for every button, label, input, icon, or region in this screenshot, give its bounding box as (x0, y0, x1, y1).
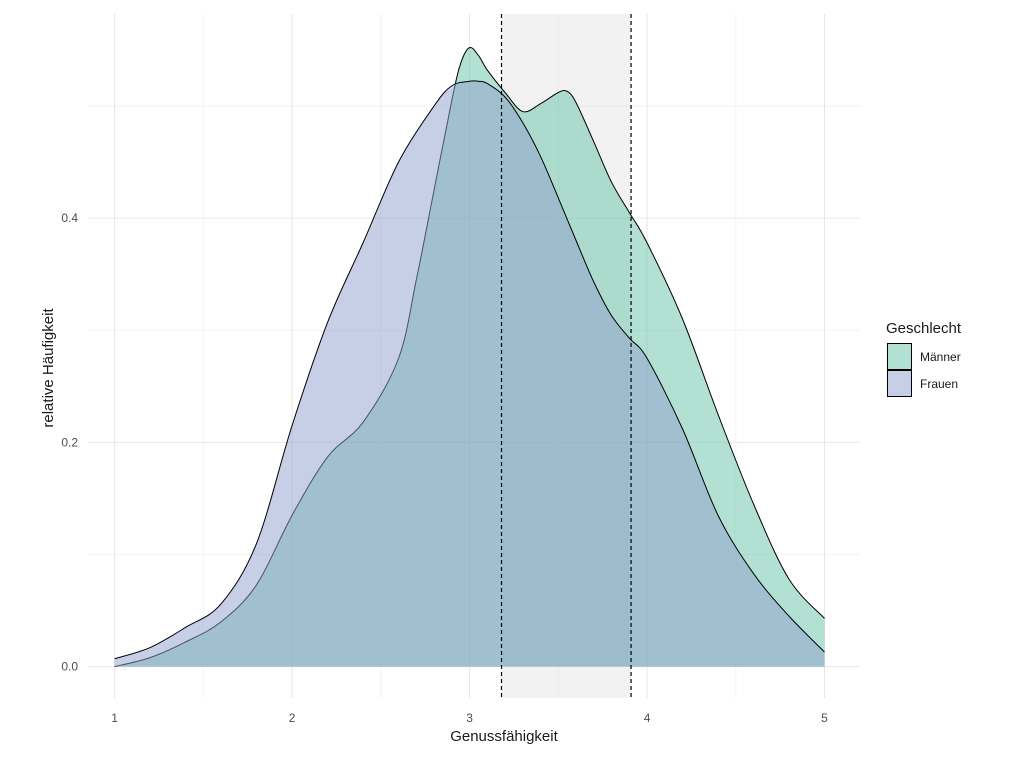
y-axis-title: relative Häufigkeit (40, 308, 57, 428)
y-axis-ticks: 0.0 0.2 0.4 (61, 211, 78, 674)
x-axis-title: Genussfähigkeit (450, 728, 558, 745)
density-areas (115, 47, 825, 666)
legend-swatch-frauen (888, 371, 912, 397)
legend-label-maenner: Männer (920, 350, 961, 364)
y-tick-label: 0.0 (61, 660, 78, 674)
density-area-frauen (115, 81, 825, 667)
x-tick-label: 1 (111, 711, 118, 725)
x-tick-label: 4 (644, 711, 651, 725)
legend-title: Geschlecht (886, 320, 962, 337)
x-tick-label: 2 (289, 711, 296, 725)
legend-label-frauen: Frauen (920, 377, 958, 391)
x-tick-label: 5 (821, 711, 828, 725)
y-tick-label: 0.2 (61, 435, 78, 449)
legend: Geschlecht Männer Frauen (886, 320, 962, 397)
legend-swatch-maenner (888, 344, 912, 370)
y-tick-label: 0.4 (61, 211, 78, 225)
x-axis-ticks: 1 2 3 4 5 (111, 711, 828, 725)
x-tick-label: 3 (466, 711, 473, 725)
